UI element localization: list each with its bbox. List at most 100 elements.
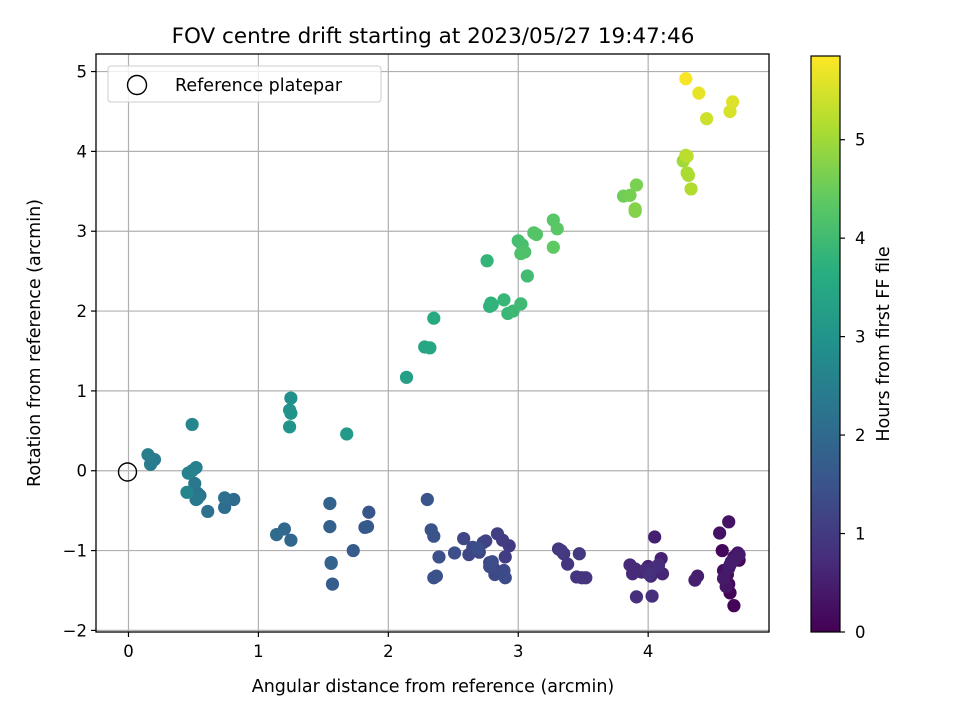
data-point xyxy=(623,188,637,202)
colorbar-label: Hours from first FF file xyxy=(874,246,894,441)
data-point xyxy=(651,558,666,572)
data-point xyxy=(190,492,204,506)
x-axis-ticks: 0 1 2 3 4 xyxy=(123,632,653,661)
data-point xyxy=(188,476,202,491)
data-point xyxy=(715,543,729,558)
data-points xyxy=(141,72,746,613)
data-point xyxy=(520,269,534,283)
y-tick-label: −2 xyxy=(63,621,87,640)
data-point xyxy=(323,520,337,534)
data-point xyxy=(726,95,740,109)
data-point xyxy=(185,417,199,432)
legend-box xyxy=(107,65,382,103)
data-point xyxy=(579,571,593,585)
data-point xyxy=(713,526,727,540)
y-tick-label: 4 xyxy=(77,142,88,161)
data-point xyxy=(424,523,438,537)
data-point xyxy=(284,406,298,420)
x-tick-label: 3 xyxy=(513,642,524,661)
data-point xyxy=(625,567,640,581)
colorbar-tick-label: 5 xyxy=(855,131,866,150)
data-point xyxy=(642,567,657,582)
data-point xyxy=(722,515,736,529)
legend-marker-icon xyxy=(126,74,148,96)
data-point xyxy=(716,571,731,586)
x-axis-label: Angular distance from reference (arcmin) xyxy=(252,677,615,697)
y-tick-label: 3 xyxy=(77,222,88,241)
colorbar-ticks: 0 1 2 3 4 5 xyxy=(840,131,866,642)
data-point xyxy=(684,182,698,196)
data-point xyxy=(340,427,354,441)
legend: Reference platepar xyxy=(107,65,382,103)
data-point xyxy=(529,227,544,242)
data-point xyxy=(471,541,485,555)
data-point xyxy=(648,530,662,544)
data-point xyxy=(688,573,702,587)
grid-lines xyxy=(96,54,769,632)
colorbar-tick-label: 4 xyxy=(855,229,866,248)
data-point xyxy=(346,543,360,558)
data-point xyxy=(727,599,741,613)
y-axis-label: Rotation from reference (arcmin) xyxy=(25,199,45,487)
data-point xyxy=(498,571,512,585)
data-point xyxy=(550,222,564,236)
colorbar xyxy=(810,55,841,633)
data-point xyxy=(514,297,528,311)
legend-entry-label: Reference platepar xyxy=(175,76,343,96)
data-point xyxy=(514,246,528,261)
data-point xyxy=(680,149,694,163)
colorbar-tick-label: 1 xyxy=(855,525,866,544)
data-point xyxy=(480,254,494,268)
data-point xyxy=(141,448,155,462)
data-point xyxy=(724,555,738,569)
y-tick-label: 1 xyxy=(77,382,88,401)
data-point xyxy=(181,466,195,480)
data-point xyxy=(485,298,499,312)
data-point xyxy=(457,531,471,546)
data-point xyxy=(323,496,337,511)
x-tick-label: 2 xyxy=(383,642,394,661)
data-point xyxy=(218,500,232,515)
data-point xyxy=(284,533,298,547)
data-point xyxy=(628,202,642,216)
chart-title: FOV centre drift starting at 2023/05/27 … xyxy=(172,24,695,49)
data-point xyxy=(420,492,434,507)
data-point xyxy=(429,569,443,583)
data-point xyxy=(269,528,284,542)
data-point xyxy=(497,293,511,307)
data-point xyxy=(432,550,446,564)
data-point xyxy=(498,550,512,564)
data-point xyxy=(324,556,338,570)
data-point xyxy=(218,491,232,505)
y-axis-ticks: −2 −1 0 1 2 3 4 5 xyxy=(63,63,96,640)
data-point xyxy=(360,520,375,534)
data-point xyxy=(447,546,462,560)
data-point xyxy=(554,543,568,558)
x-tick-label: 4 xyxy=(643,642,654,661)
data-point xyxy=(679,72,693,86)
data-point xyxy=(485,555,499,569)
data-point xyxy=(546,240,560,254)
y-tick-label: 2 xyxy=(77,302,88,321)
colorbar-tick-label: 0 xyxy=(855,623,866,642)
colorbar-tick-label: 2 xyxy=(855,426,866,445)
data-point xyxy=(561,557,575,571)
data-point xyxy=(325,577,340,591)
data-point xyxy=(572,547,586,561)
x-tick-label: 0 xyxy=(123,642,134,661)
data-point xyxy=(362,505,376,519)
plot-frame xyxy=(95,53,770,633)
y-tick-label: 0 xyxy=(77,462,88,481)
reference-platepar-marker xyxy=(117,462,138,482)
colorbar-tick-label: 3 xyxy=(855,328,866,347)
data-point xyxy=(201,504,215,519)
x-tick-label: 1 xyxy=(253,642,264,661)
data-point xyxy=(700,112,714,126)
data-point xyxy=(692,86,706,100)
data-point xyxy=(490,527,505,541)
data-point xyxy=(423,341,437,355)
data-point xyxy=(284,391,298,405)
y-tick-label: 5 xyxy=(77,63,88,82)
data-point xyxy=(282,420,297,434)
